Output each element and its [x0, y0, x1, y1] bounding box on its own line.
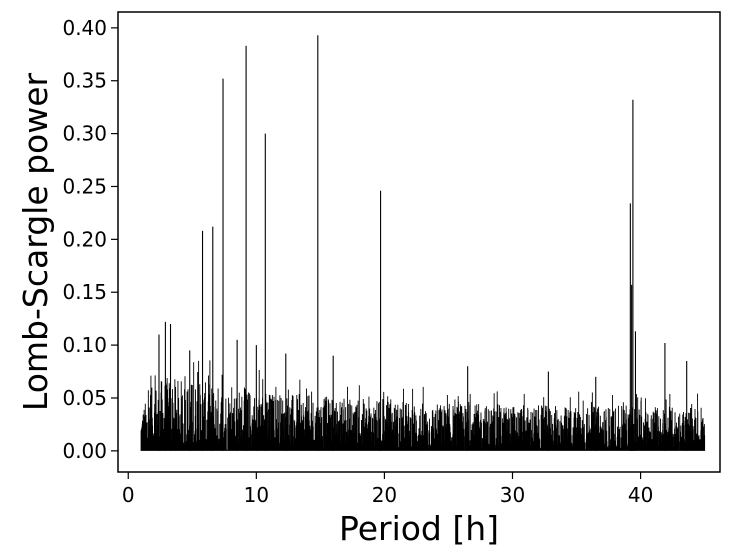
y-axis-label: Lomb-Scargle power: [16, 72, 55, 411]
y-tick-label: 0.25: [62, 174, 107, 198]
x-tick-label: 20: [372, 483, 397, 507]
x-tick-label: 30: [500, 483, 525, 507]
noise-floor-trace: [140, 360, 706, 451]
y-tick-label: 0.35: [62, 69, 107, 93]
x-axis-ticks: 0 10 20 30 40: [122, 472, 653, 507]
x-tick-label: 10: [244, 483, 269, 507]
x-tick-label: 40: [628, 483, 653, 507]
y-tick-label: 0.20: [62, 227, 107, 251]
y-tick-label: 0.05: [62, 386, 107, 410]
x-tick-label: 0: [122, 483, 135, 507]
y-axis-ticks: 0.00 0.05 0.10 0.15 0.20 0.25 0.30 0.35 0.40: [62, 16, 118, 463]
y-tick-label: 0.30: [62, 122, 107, 146]
y-tick-label: 0.40: [62, 16, 107, 40]
plot-area: [140, 35, 706, 451]
y-tick-label: 0.00: [62, 439, 107, 463]
x-axis-label: Period [h]: [339, 509, 499, 548]
plot-frame: [117, 11, 721, 473]
y-tick-label: 0.15: [62, 280, 107, 304]
y-tick-label: 0.10: [62, 333, 107, 357]
